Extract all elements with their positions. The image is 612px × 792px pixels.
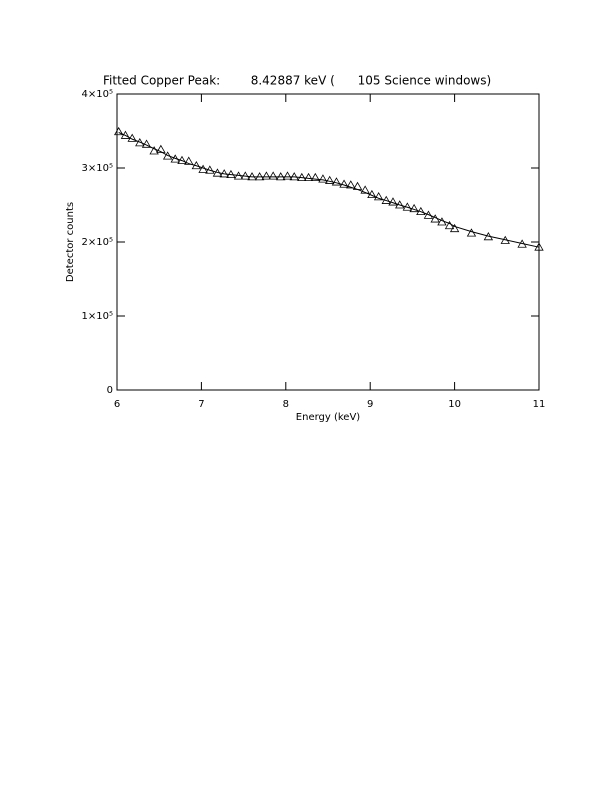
- y-tick-label: 0: [107, 385, 113, 396]
- plot-frame: [116, 93, 540, 391]
- x-tick-label: 10: [448, 399, 461, 410]
- data-point: [346, 180, 356, 189]
- x-tick-label: 11: [533, 399, 546, 410]
- y-tick-label: 2×10⁵: [82, 237, 113, 248]
- data-point: [268, 171, 278, 180]
- fit-line: [118, 132, 540, 248]
- y-tick-label: 1×10⁵: [82, 311, 113, 322]
- data-point: [324, 175, 335, 184]
- y-tick-label: 3×10⁵: [82, 163, 113, 174]
- data-point: [388, 197, 398, 206]
- data-point: [318, 174, 328, 183]
- data-point: [310, 172, 321, 182]
- data-point: [184, 156, 194, 165]
- x-tick-label: 9: [367, 399, 373, 410]
- data-point: [339, 179, 349, 188]
- data-point: [135, 138, 145, 147]
- x-tick-label: 8: [283, 399, 289, 410]
- data-point: [282, 171, 293, 180]
- x-tick-label: 7: [198, 399, 204, 410]
- data-point: [162, 151, 173, 160]
- x-axis-label: Energy (keV): [296, 412, 361, 423]
- data-point: [449, 223, 460, 233]
- data-point: [303, 172, 314, 182]
- data-point: [261, 171, 272, 180]
- y-tick-label: 4×10⁵: [82, 89, 113, 100]
- data-point: [156, 144, 166, 153]
- data-point: [360, 185, 370, 194]
- data-point: [113, 126, 124, 136]
- x-tick-label: 6: [114, 399, 120, 410]
- data-point: [423, 210, 434, 219]
- chart-title: Fitted Copper Peak: 8.42887 keV ( 105 Sc…: [103, 74, 491, 88]
- data-point: [409, 203, 419, 213]
- data-point: [149, 146, 159, 155]
- y-axis-label: Detector counts: [65, 202, 76, 282]
- data-point: [373, 192, 384, 201]
- data-point: [331, 177, 342, 186]
